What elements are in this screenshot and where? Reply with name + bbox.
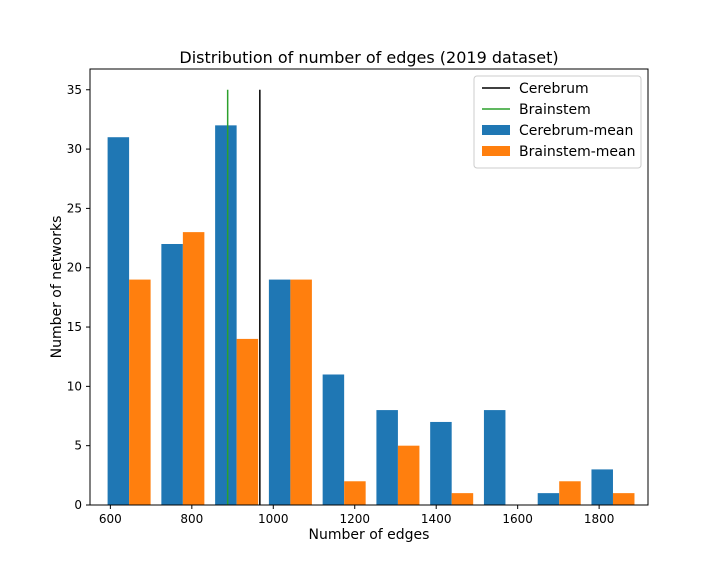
bar-cerebrum-mean-0 [107, 137, 130, 505]
bar-brainstem-mean-3 [290, 279, 312, 505]
bar-cerebrum-mean-6 [430, 421, 452, 505]
x-axis-label: Number of edges [309, 527, 430, 543]
chart-title: Distribution of number of edges (2019 da… [179, 48, 558, 67]
bar-brainstem-mean-8 [559, 481, 581, 505]
bar-brainstem-mean-0 [129, 279, 151, 505]
y-tick-label: 20 [67, 261, 82, 275]
bar-cerebrum-mean-4 [322, 374, 345, 505]
y-tick-label: 10 [67, 379, 82, 393]
y-tick-label: 5 [74, 439, 82, 453]
bar-cerebrum-mean-5 [376, 410, 398, 505]
bar-cerebrum-mean-8 [537, 493, 560, 505]
y-axis-label: Number of networks [49, 216, 65, 359]
legend-swatch-brainstem-mean [482, 146, 510, 156]
y-tick-label: 25 [67, 201, 82, 215]
bar-cerebrum-mean-1 [161, 243, 183, 505]
x-tick-label: 1400 [421, 512, 452, 526]
y-axis-ticks: 0 5 10 15 20 25 30 35 [67, 83, 90, 512]
y-tick-label: 35 [67, 83, 82, 97]
vlines-layer [226, 89, 261, 505]
x-tick-label: 600 [99, 512, 122, 526]
bar-brainstem-mean-5 [397, 445, 420, 505]
bar-brainstem-mean-4 [344, 481, 366, 505]
legend: Cerebrum Brainstem Cerebrum-mean Brainstem-… [473, 75, 642, 169]
bar-brainstem-mean-9 [612, 493, 635, 505]
legend-label-brainstem: Brainstem [519, 102, 591, 118]
legend-swatch-cerebrum-mean [482, 125, 510, 135]
legend-label-cerebrum: Cerebrum [519, 81, 589, 97]
bars-layer [107, 125, 635, 505]
bar-cerebrum-mean-9 [591, 469, 613, 505]
bar-brainstem-mean-2 [236, 338, 259, 505]
bar-cerebrum-mean-7 [483, 410, 506, 505]
legend-box [473, 75, 642, 169]
legend-label-cerebrum-mean: Cerebrum-mean [519, 123, 633, 139]
bar-brainstem-mean-6 [451, 493, 474, 505]
x-tick-label: 1800 [584, 512, 615, 526]
x-axis-ticks: 600 800 1000 1200 1400 1600 1800 [99, 505, 614, 526]
y-tick-label: 15 [67, 320, 82, 334]
x-tick-label: 1000 [258, 512, 289, 526]
x-tick-label: 1600 [502, 512, 533, 526]
y-tick-label: 30 [67, 142, 82, 156]
bar-cerebrum-mean-2 [215, 125, 237, 505]
legend-label-brainstem-mean: Brainstem-mean [519, 144, 636, 160]
x-tick-label: 800 [180, 512, 203, 526]
bar-brainstem-mean-1 [182, 232, 205, 505]
x-tick-label: 1200 [339, 512, 370, 526]
y-tick-label: 0 [74, 498, 82, 512]
bar-cerebrum-mean-3 [268, 279, 291, 505]
axes-frame [89, 68, 649, 506]
